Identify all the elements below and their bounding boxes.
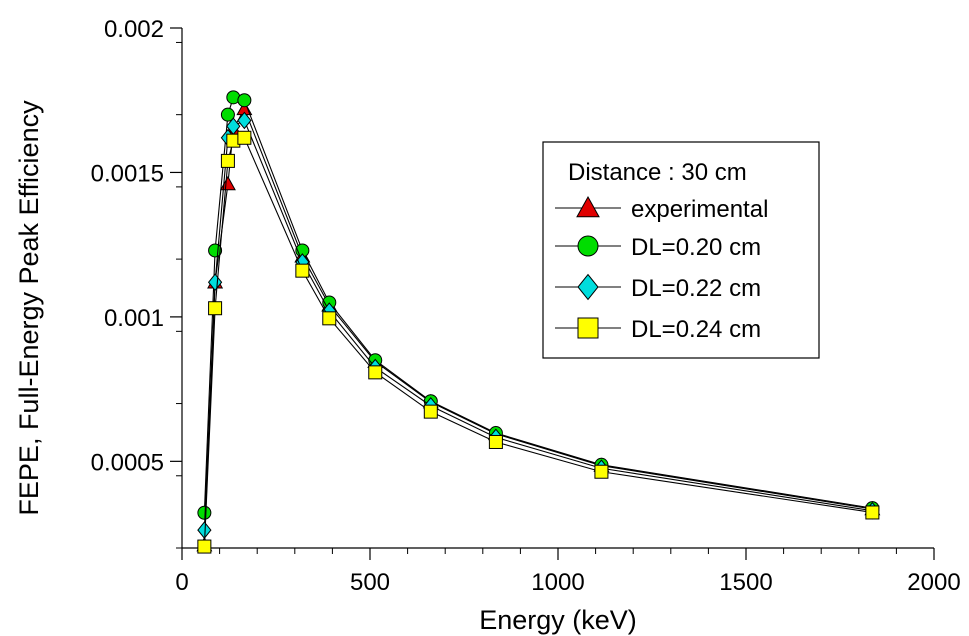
legend-marker-circle [578,236,598,256]
data-point-square [866,506,879,519]
data-point-square [424,405,437,418]
y-tick-label: 0.0015 [91,160,164,187]
data-point-square [323,312,336,325]
data-point-square [221,154,234,167]
legend-label: experimental [631,196,768,223]
data-point-square [595,465,608,478]
legend-label: DL=0.20 cm [631,234,761,261]
y-axis-title: FEPE, Full-Energy Peak Efficiency [14,100,44,516]
legend-marker-square [578,318,598,338]
data-point-square [489,435,502,448]
data-point-circle [198,506,211,519]
data-point-square [296,264,309,277]
y-tick-label: 0.001 [104,305,164,332]
data-point-square [209,302,222,315]
data-point-circle [238,94,251,107]
x-tick-label: 0 [175,569,188,596]
data-point-square [369,366,382,379]
x-tick-label: 500 [350,569,390,596]
data-point-square [238,131,251,144]
legend: Distance : 30 cm experimental DL=0.20 cm DL… [543,142,819,358]
x-axis-title: Energy (keV) [479,605,637,635]
data-point-square [198,540,211,553]
x-tick-label: 1000 [531,569,584,596]
y-tick-label: 0.0005 [91,449,164,476]
y-tick-label: 0.002 [104,16,164,43]
legend-title: Distance : 30 cm [568,159,747,186]
legend-label: DL=0.24 cm [631,316,761,343]
legend-label: DL=0.22 cm [631,275,761,302]
x-tick-label: 1500 [719,569,772,596]
x-tick-label: 2000 [907,569,960,596]
data-point-triangle [221,177,235,190]
